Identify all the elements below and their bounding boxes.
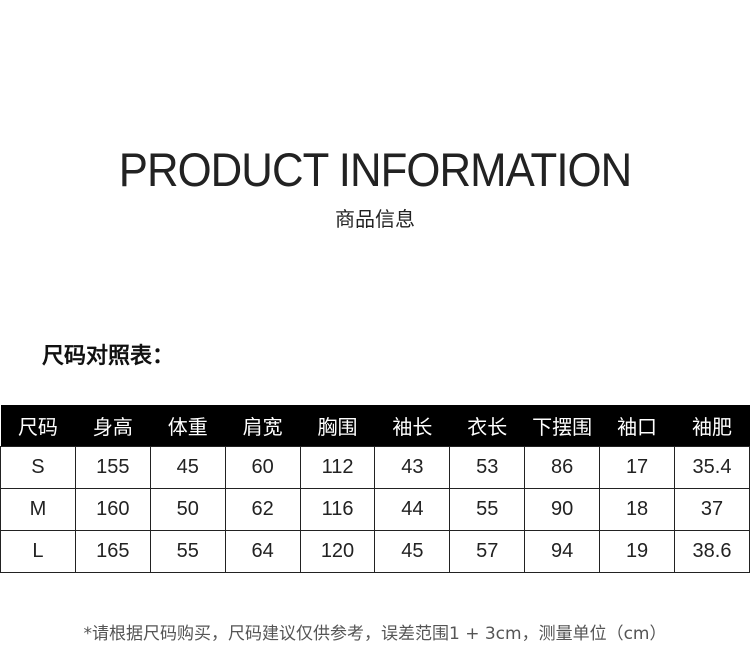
- table-row: M 160 50 62 116 44 55 90 18 37: [0, 488, 750, 531]
- size-chart-label: 尺码对照表：: [42, 344, 175, 369]
- table-cell: 60: [224, 446, 301, 489]
- column-header: 肩宽: [225, 405, 301, 447]
- table-cell: 57: [449, 530, 526, 573]
- page-title: PRODUCT INFORMATION: [118, 143, 632, 196]
- table-cell: 94: [524, 530, 601, 573]
- table-cell: 165: [74, 530, 151, 573]
- table-cell: 86: [524, 446, 601, 489]
- column-header: 袖长: [374, 405, 450, 447]
- table-cell: 45: [374, 530, 451, 573]
- measurement-note: *请根据尺码购买，尺码建议仅供参考，误差范围1 + 3cm，测量单位（cm）: [83, 624, 667, 644]
- column-header: 体重: [150, 405, 226, 447]
- size-chart-table: 尺码 身高 体重 肩宽 胸围 袖长 衣长 下摆围 袖口 袖肥 S 155 45 60 112 43 53 86 1…: [0, 405, 750, 573]
- column-header: 下摆围: [524, 405, 600, 447]
- table-cell: 155: [74, 446, 151, 489]
- table-cell: 55: [149, 530, 226, 573]
- table-cell: 45: [149, 446, 226, 489]
- column-header: 袖口: [599, 405, 675, 447]
- table-cell: 120: [299, 530, 376, 573]
- column-header: 身高: [75, 405, 151, 447]
- table-cell: 53: [449, 446, 526, 489]
- column-header: 袖肥: [674, 405, 750, 447]
- column-header: 胸围: [300, 405, 375, 447]
- table-cell: 160: [74, 488, 151, 531]
- table-row: S 155 45 60 112 43 53 86 17 35.4: [0, 446, 750, 489]
- table-cell: 116: [299, 488, 376, 531]
- table-cell: 112: [299, 446, 376, 489]
- table-cell: 35.4: [674, 446, 750, 489]
- table-cell: 90: [524, 488, 601, 531]
- table-cell: 44: [374, 488, 451, 531]
- table-row: L 165 55 64 120 45 57 94 19 38.6: [0, 530, 750, 573]
- table-cell: L: [0, 530, 76, 573]
- column-header: 衣长: [449, 405, 525, 447]
- table-cell: 62: [224, 488, 301, 531]
- table-cell: S: [0, 446, 76, 489]
- page-subtitle: 商品信息: [335, 207, 415, 231]
- table-cell: 19: [599, 530, 676, 573]
- table-cell: 64: [224, 530, 301, 573]
- table-cell: 55: [449, 488, 526, 531]
- table-cell: 43: [374, 446, 451, 489]
- table-header-row: 尺码 身高 体重 肩宽 胸围 袖长 衣长 下摆围 袖口 袖肥: [0, 405, 750, 447]
- table-cell: 18: [599, 488, 676, 531]
- table-cell: 50: [149, 488, 226, 531]
- table-cell: M: [0, 488, 76, 531]
- table-cell: 38.6: [674, 530, 750, 573]
- table-cell: 17: [599, 446, 676, 489]
- column-header: 尺码: [0, 405, 76, 447]
- table-cell: 37: [674, 488, 750, 531]
